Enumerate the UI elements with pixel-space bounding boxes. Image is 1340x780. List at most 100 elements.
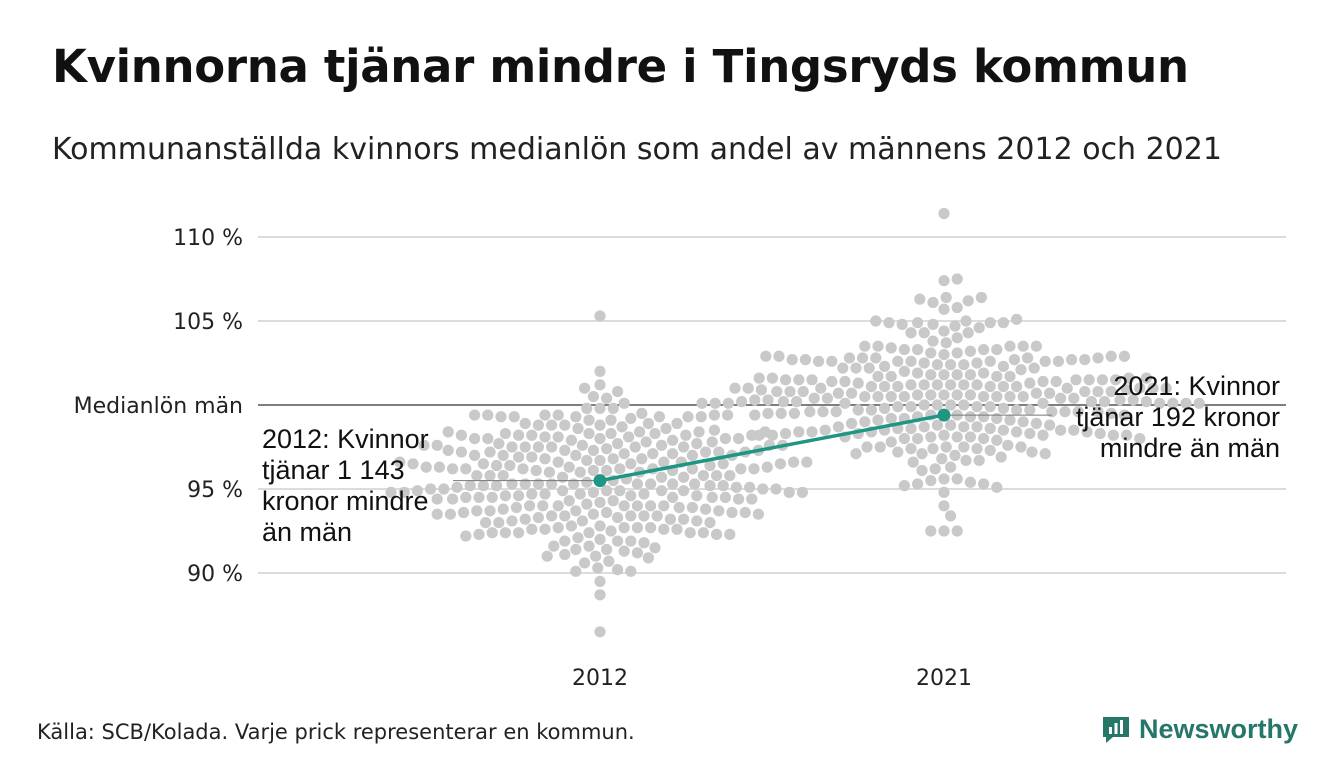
municipality-dot	[642, 417, 655, 430]
municipality-dot	[645, 478, 657, 490]
municipality-dot	[678, 471, 690, 483]
municipality-dot	[519, 417, 531, 430]
brand-logo[interactable]: Newsworthy	[1101, 714, 1298, 745]
municipality-dot	[587, 508, 600, 520]
municipality-dot	[997, 424, 1010, 436]
municipality-dot	[788, 407, 801, 419]
municipality-dot	[713, 505, 725, 517]
municipality-dot	[519, 478, 531, 490]
annotation-2012-line: tjänar 1 143	[262, 455, 405, 485]
municipality-dot	[1017, 391, 1029, 403]
municipality-dot	[645, 522, 657, 534]
municipality-dot	[918, 379, 930, 391]
municipality-dot	[892, 401, 904, 413]
municipality-dot	[1024, 377, 1036, 389]
municipality-dot	[885, 391, 897, 403]
municipality-dot	[730, 481, 743, 493]
municipality-dot	[616, 421, 628, 433]
municipality-dot	[686, 449, 699, 461]
municipality-dot	[826, 355, 838, 367]
chart-title: Kvinnorna tjänar mindre i Tingsryds komm…	[52, 40, 1189, 93]
municipality-dot	[938, 486, 950, 498]
municipality-dot	[905, 379, 917, 391]
municipality-dot	[1061, 382, 1073, 394]
municipality-dot	[912, 389, 924, 401]
municipality-dot	[931, 379, 944, 391]
municipality-dot	[673, 501, 685, 514]
municipality-dot	[736, 396, 748, 408]
annotation-2021-line: tjänar 192 kronor	[1076, 402, 1280, 432]
municipality-dot	[482, 433, 494, 445]
municipality-dot	[565, 434, 578, 446]
municipality-dot	[563, 495, 575, 507]
municipality-dot	[945, 461, 957, 473]
municipality-dot	[1105, 350, 1117, 362]
municipality-dot	[892, 380, 904, 393]
municipality-dot	[581, 498, 593, 510]
municipality-dot	[552, 431, 564, 443]
municipality-dot	[460, 463, 472, 475]
municipality-dot	[938, 349, 950, 361]
municipality-dot	[978, 367, 990, 379]
municipality-dot	[883, 317, 895, 329]
municipality-dot	[804, 406, 816, 418]
municipality-dot	[563, 461, 575, 473]
municipality-dot	[398, 486, 410, 498]
municipality-dot	[594, 626, 606, 638]
municipality-dot	[704, 459, 716, 472]
municipality-dot	[473, 491, 485, 503]
municipality-dot	[905, 401, 917, 413]
municipality-dot	[973, 454, 985, 467]
municipality-dot	[695, 411, 707, 423]
municipality-dot	[625, 565, 637, 577]
municipality-dot	[691, 438, 703, 450]
municipality-dot	[1015, 364, 1027, 376]
municipality-dot	[579, 382, 591, 394]
municipality-dot	[1121, 384, 1133, 396]
municipality-dot	[984, 422, 996, 435]
municipality-dot	[587, 464, 600, 477]
municipality-dot	[1094, 427, 1106, 440]
municipality-dot	[938, 429, 950, 441]
municipality-dot	[587, 391, 600, 403]
municipality-dot	[918, 357, 930, 369]
annotation-2012-line: kronor mindre	[262, 486, 429, 516]
municipality-dot	[594, 454, 606, 467]
municipality-dot	[951, 525, 963, 537]
municipality-dot	[978, 478, 990, 490]
municipality-dot	[557, 471, 569, 483]
municipality-dot	[912, 317, 924, 329]
municipality-dot	[574, 488, 586, 500]
municipality-dot	[927, 318, 939, 330]
annotation-2021-line: 2021: Kvinnor	[1113, 371, 1280, 401]
municipality-dot	[978, 433, 990, 445]
municipality-dot	[927, 335, 939, 347]
municipality-dot	[991, 434, 1003, 446]
municipality-dot	[929, 463, 941, 475]
municipality-dot	[548, 540, 560, 552]
municipality-dot	[1167, 397, 1179, 409]
municipality-dot	[631, 547, 644, 559]
municipality-dot	[1017, 340, 1029, 352]
municipality-dot	[1096, 374, 1108, 386]
municipality-dot	[1026, 446, 1038, 458]
municipality-dot	[951, 431, 963, 443]
municipality-dot	[753, 429, 765, 441]
municipality-dot	[938, 207, 950, 220]
municipality-dot	[455, 446, 467, 458]
municipality-dot	[1066, 354, 1078, 366]
municipality-dot	[938, 389, 950, 401]
municipality-dot	[638, 537, 650, 549]
municipality-dot	[846, 417, 858, 430]
municipality-dot	[513, 490, 525, 502]
municipality-dot	[898, 365, 911, 377]
municipality-dot	[971, 443, 983, 455]
municipality-dot	[442, 426, 454, 438]
axes: 90 % 95 % Medianlön män 105 % 110 % 2012 2021	[74, 226, 972, 691]
municipality-dot	[484, 505, 496, 517]
municipality-dot	[859, 391, 871, 403]
municipality-dot	[1044, 419, 1056, 431]
municipality-dot	[719, 491, 732, 503]
municipality-dot	[552, 456, 564, 468]
municipality-dot	[601, 543, 613, 556]
